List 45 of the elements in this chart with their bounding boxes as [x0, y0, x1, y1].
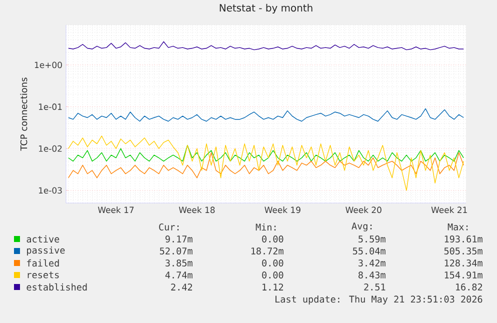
x-tick-label: Week 20 [346, 206, 382, 214]
text: 0.00 [262, 260, 284, 266]
y-tick-label: 1e-02 [38, 145, 62, 152]
text: 16.82 [456, 284, 482, 290]
legend-label: established [26, 283, 87, 291]
text: 2.51 [364, 284, 386, 290]
text: 3.42m [358, 260, 386, 266]
text: Last update: Thu May 21 23:51:03 2026 [276, 296, 482, 304]
text: 2.42 [171, 284, 192, 290]
y-axis-title: TCP connections [20, 78, 28, 151]
text: Max: [448, 224, 468, 230]
legend-label: active [26, 235, 60, 243]
text: 1.12 [262, 284, 284, 290]
text: 193.61m [444, 236, 482, 242]
chart-title: Netstat - by month [220, 4, 312, 14]
legend-label: failed [27, 259, 59, 267]
line-series [68, 136, 464, 191]
x-tick-label: Week 21 [431, 206, 467, 214]
text: Min: [256, 223, 276, 231]
text: 52.07m [160, 248, 192, 254]
text: 18.72m [251, 248, 284, 254]
y-tick-label: 1e+00 [34, 62, 62, 68]
x-tick-label: Week 19 [264, 206, 300, 214]
text: Avg: [352, 222, 372, 232]
text: 55.04m [352, 248, 386, 254]
text: 0.00 [262, 236, 284, 242]
x-tick-label: Week 18 [178, 206, 215, 214]
text: Cur: [159, 224, 179, 230]
legend-label: resets [28, 272, 59, 278]
line-series [68, 144, 464, 162]
text: 8.43m [358, 272, 386, 278]
text: 9.17m [165, 236, 192, 242]
text: 505.35m [444, 248, 482, 254]
text: 0.00 [262, 272, 284, 278]
legend-label: passive [27, 246, 65, 256]
line-series [68, 41, 464, 50]
y-tick-label: 1e-01 [38, 104, 62, 110]
text: 3.85m [166, 260, 192, 266]
text: 154.91m [444, 272, 482, 278]
y-tick-label: 1e-03 [38, 187, 62, 194]
line-series [68, 152, 464, 178]
text: 4.74m [165, 272, 192, 278]
text: 5.59m [358, 236, 386, 242]
x-tick-label: Week 17 [98, 206, 134, 214]
text: 128.34m [444, 260, 482, 266]
